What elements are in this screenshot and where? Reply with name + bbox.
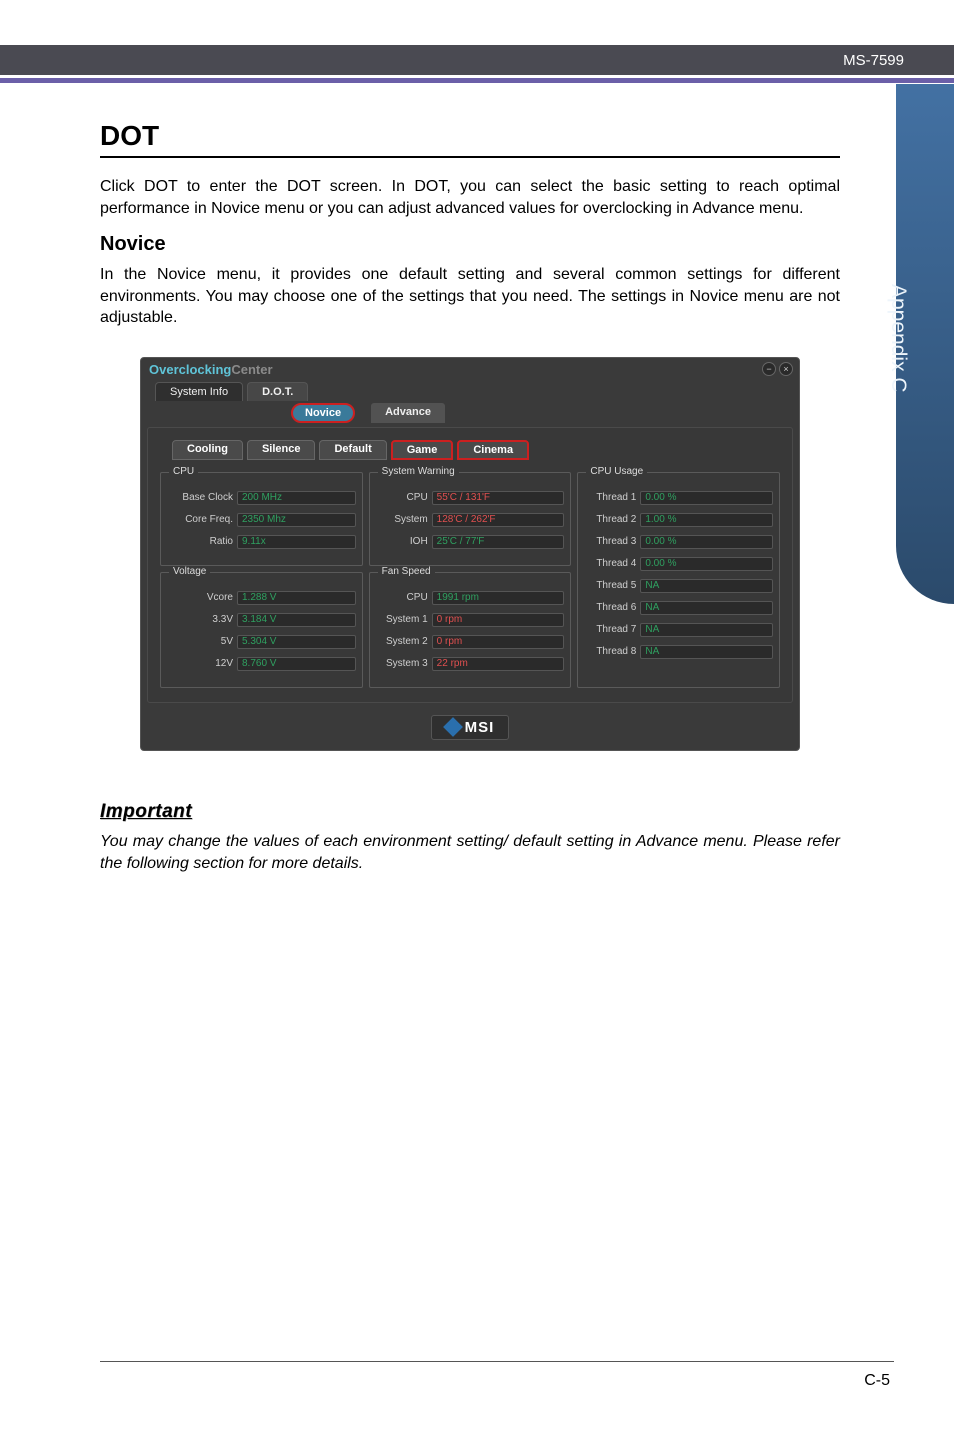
tab-advance[interactable]: Advance [371, 403, 445, 423]
label-5v: 5V [167, 636, 237, 647]
value-3v3: 3.184 V [237, 613, 356, 627]
intro-text: Click DOT to enter the DOT screen. In DO… [100, 176, 840, 219]
fieldset-fan: Fan Speed CPU1991 rpm System 10 rpm Syst… [369, 572, 572, 688]
label-core-freq: Core Freq. [167, 514, 237, 525]
label-warn-cpu: CPU [376, 492, 432, 503]
label-thread-2: Thread 2 [584, 514, 640, 525]
oc-titlebar: Overclocking Center − × [141, 358, 799, 382]
label-base-clock: Base Clock [167, 492, 237, 503]
msi-text: MSI [465, 719, 495, 736]
fieldset-usage: CPU Usage Thread 10.00 % Thread 21.00 % … [577, 472, 780, 688]
value-fan-sys3: 22 rpm [432, 657, 565, 671]
value-5v: 5.304 V [237, 635, 356, 649]
legend-usage: CPU Usage [586, 466, 647, 477]
important-heading: Important [100, 801, 840, 823]
value-warn-ioh: 25'C / 77'F [432, 535, 565, 549]
value-thread-5: NA [640, 579, 773, 593]
minimize-icon[interactable]: − [762, 362, 776, 376]
side-tab: Appendix C [896, 84, 954, 604]
header-divider [0, 78, 954, 83]
label-thread-5: Thread 5 [584, 580, 640, 591]
value-warn-cpu: 55'C / 131'F [432, 491, 565, 505]
value-fan-sys2: 0 rpm [432, 635, 565, 649]
label-vcore: Vcore [167, 592, 237, 603]
label-thread-8: Thread 8 [584, 646, 640, 657]
value-fan-sys1: 0 rpm [432, 613, 565, 627]
label-warn-ioh: IOH [376, 536, 432, 547]
value-fan-cpu: 1991 rpm [432, 591, 565, 605]
value-warn-system: 128'C / 262'F [432, 513, 565, 527]
fieldset-cpu: CPU Base Clock200 MHz Core Freq.2350 Mhz… [160, 472, 363, 566]
label-warn-system: System [376, 514, 432, 525]
preset-cinema[interactable]: Cinema [457, 440, 529, 460]
value-core-freq: 2350 Mhz [237, 513, 356, 527]
oc-body: Cooling Silence Default Game Cinema CPU … [147, 427, 793, 703]
content-area: DOT Click DOT to enter the DOT screen. I… [100, 120, 840, 874]
oc-window: Overclocking Center − × System Info D.O.… [140, 357, 800, 751]
oc-grid: CPU Base Clock200 MHz Core Freq.2350 Mhz… [154, 468, 786, 692]
oc-col-3: CPU Usage Thread 10.00 % Thread 21.00 % … [577, 472, 780, 688]
oc-col-2: System Warning CPU55'C / 131'F System128… [369, 472, 572, 688]
value-ratio: 9.11x [237, 535, 356, 549]
preset-default[interactable]: Default [319, 440, 386, 460]
legend-syswarn: System Warning [378, 466, 459, 477]
label-thread-4: Thread 4 [584, 558, 640, 569]
doc-id: MS-7599 [843, 52, 904, 69]
close-icon[interactable]: × [779, 362, 793, 376]
value-vcore: 1.288 V [237, 591, 356, 605]
tab-system-info[interactable]: System Info [155, 382, 243, 401]
preset-silence[interactable]: Silence [247, 440, 316, 460]
side-tab-label: Appendix C [886, 284, 910, 393]
value-thread-7: NA [640, 623, 773, 637]
label-12v: 12V [167, 658, 237, 669]
legend-fan: Fan Speed [378, 566, 435, 577]
value-12v: 8.760 V [237, 657, 356, 671]
oc-col-1: CPU Base Clock200 MHz Core Freq.2350 Mhz… [160, 472, 363, 688]
tab-dot[interactable]: D.O.T. [247, 382, 308, 401]
label-thread-6: Thread 6 [584, 602, 640, 613]
oc-secondary-tabs: Novice Advance [141, 403, 799, 423]
msi-logo: MSI [431, 715, 510, 740]
value-thread-1: 0.00 % [640, 491, 773, 505]
preset-cooling[interactable]: Cooling [172, 440, 243, 460]
value-thread-2: 1.00 % [640, 513, 773, 527]
value-thread-4: 0.00 % [640, 557, 773, 571]
value-thread-6: NA [640, 601, 773, 615]
subsection-title: Novice [100, 233, 840, 256]
screenshot-wrap: Overclocking Center − × System Info D.O.… [100, 357, 840, 751]
oc-title-a: Overclocking [149, 362, 231, 377]
label-3v3: 3.3V [167, 614, 237, 625]
oc-primary-tabs: System Info D.O.T. [141, 382, 799, 401]
section-title: DOT [100, 120, 840, 158]
oc-preset-tabs: Cooling Silence Default Game Cinema [154, 440, 786, 460]
footer-line [100, 1361, 894, 1362]
label-fan-sys2: System 2 [376, 636, 432, 647]
label-fan-sys3: System 3 [376, 658, 432, 669]
fieldset-voltage: Voltage Vcore1.288 V 3.3V3.184 V 5V5.304… [160, 572, 363, 688]
preset-game[interactable]: Game [391, 440, 454, 460]
oc-window-controls: − × [762, 362, 793, 376]
value-thread-8: NA [640, 645, 773, 659]
label-ratio: Ratio [167, 536, 237, 547]
fieldset-syswarn: System Warning CPU55'C / 131'F System128… [369, 472, 572, 566]
oc-title-b: Center [231, 362, 272, 377]
page-number: C-5 [864, 1372, 890, 1390]
legend-cpu: CPU [169, 466, 198, 477]
label-thread-3: Thread 3 [584, 536, 640, 547]
label-thread-1: Thread 1 [584, 492, 640, 503]
header-bar: MS-7599 [0, 45, 954, 75]
important-text: You may change the values of each enviro… [100, 831, 840, 874]
msi-diamond-icon [443, 718, 463, 738]
label-fan-sys1: System 1 [376, 614, 432, 625]
subsection-text: In the Novice menu, it provides one defa… [100, 264, 840, 329]
value-thread-3: 0.00 % [640, 535, 773, 549]
tab-novice[interactable]: Novice [291, 403, 355, 423]
oc-footer: MSI [141, 707, 799, 744]
value-base-clock: 200 MHz [237, 491, 356, 505]
label-thread-7: Thread 7 [584, 624, 640, 635]
legend-voltage: Voltage [169, 566, 210, 577]
label-fan-cpu: CPU [376, 592, 432, 603]
